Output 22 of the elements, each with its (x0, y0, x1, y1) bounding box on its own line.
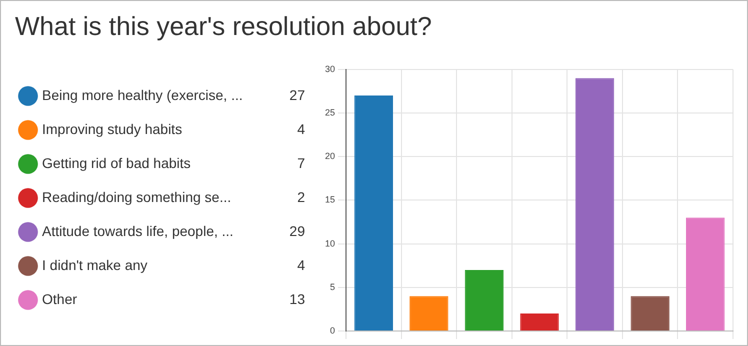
text: 4 (297, 256, 306, 273)
text: 27 (289, 86, 306, 103)
legend-label: Reading/doing something se... (42, 188, 232, 205)
text: 4 (297, 120, 306, 137)
y-tick-label: 10 (324, 238, 335, 248)
legend-label: Improving study habits (42, 120, 182, 137)
text: 2 (297, 188, 306, 205)
y-tick-label: 0 (330, 325, 335, 336)
text: 29 (289, 222, 306, 239)
y-tick-label: 5 (330, 282, 335, 292)
legend-label: Being more healthy (exercise, ... (42, 86, 243, 103)
y-tick-label: 15 (324, 194, 335, 205)
y-tick-label: 20 (324, 151, 335, 162)
text: 13 (289, 290, 306, 307)
legend-label: Attitude towards life, people, ... (42, 222, 234, 239)
y-tick-label: 25 (324, 107, 335, 118)
chart-title: What is this year's resolution about? (15, 11, 432, 42)
y-tick-label: 30 (324, 64, 335, 74)
legend-label: Other (42, 290, 78, 307)
legend-label: Getting rid of bad habits (42, 154, 191, 171)
text: 7 (297, 154, 306, 171)
legend-label: I didn't make any (42, 256, 148, 273)
